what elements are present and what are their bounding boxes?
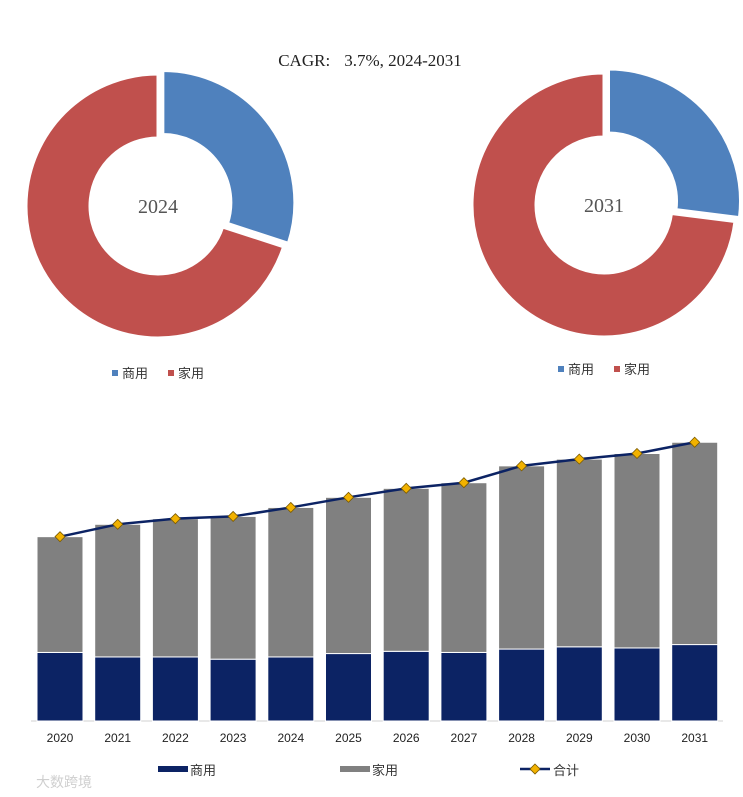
- bar-household-2023: [209, 515, 257, 660]
- legend-swatch-commercial: [112, 370, 118, 376]
- total-marker-2021: [112, 518, 124, 530]
- legend-swatch-household: [168, 370, 174, 376]
- x-tick-label: 2030: [624, 731, 651, 745]
- donut-slice-commercial: [161, 68, 297, 246]
- legend-label-household: 家用: [624, 362, 650, 378]
- bar-household-2031: [671, 441, 719, 646]
- legend-label-commercial: 商用: [122, 367, 148, 382]
- legend-swatch-commercial: [158, 766, 188, 772]
- total-marker-2024: [285, 501, 297, 514]
- donut-slice-commercial: [607, 67, 742, 220]
- donut-title: CAGR: 3.7%, 2024-2031: [278, 51, 462, 70]
- legend-swatch-commercial: [558, 366, 564, 372]
- donut-slice-household: [24, 72, 286, 340]
- legend-label-household: 家用: [178, 366, 204, 382]
- bar-household-2027: [440, 482, 488, 653]
- bar-commercial-2021: [94, 656, 142, 722]
- x-tick-label: 2026: [393, 731, 420, 745]
- legend-swatch-household: [340, 766, 370, 772]
- total-marker-2023: [227, 510, 239, 522]
- watermark: 大数跨境: [36, 775, 92, 791]
- bar-commercial-2025: [325, 653, 372, 722]
- bar-commercial-2024: [267, 656, 315, 722]
- donut-center-label: 2031: [584, 195, 624, 217]
- legend-label-commercial: 商用: [568, 363, 594, 378]
- legend-swatch-household: [614, 366, 620, 372]
- total-marker-2020: [54, 531, 66, 543]
- bar-commercial-2030: [613, 647, 661, 722]
- total-marker-2025: [342, 491, 355, 503]
- bar-household-2025: [325, 496, 372, 655]
- bar-household-2022: [151, 518, 199, 658]
- donut-legend: 商用 家用: [558, 362, 650, 378]
- bar-legend: 商用 家用 合计: [158, 763, 579, 779]
- legend-label-household: 家用: [372, 763, 398, 779]
- bar-commercial-2023: [209, 658, 257, 722]
- bar-commercial-2022: [151, 656, 199, 722]
- x-tick-label: 2023: [220, 731, 247, 745]
- bar-commercial-2026: [382, 650, 430, 722]
- x-tick-label: 2025: [335, 731, 362, 745]
- legend-marker-total: [529, 763, 541, 775]
- x-tick-label: 2022: [162, 731, 189, 745]
- x-tick-label: 2024: [277, 731, 304, 745]
- stacked-bar-chart: 2020 2021 2022 2023 2024 2025 2026 2027 2028 2029…: [31, 436, 723, 779]
- donut-center-label: 2024: [138, 196, 178, 218]
- x-tick-label: 2031: [681, 731, 708, 745]
- bar-household-2029: [555, 458, 603, 648]
- bar-household-2028: [498, 465, 546, 650]
- bar-household-2021: [94, 523, 142, 658]
- bar-commercial-2020: [36, 651, 84, 722]
- legend-label-commercial: 商用: [190, 764, 216, 779]
- bar-household-2020: [36, 536, 84, 653]
- total-marker-2026: [400, 482, 412, 494]
- x-tick-label: 2021: [104, 731, 131, 745]
- x-tick-label: 2029: [566, 731, 593, 745]
- bar-household-2030: [613, 452, 661, 649]
- bar-household-2024: [267, 506, 315, 658]
- total-marker-2031: [689, 436, 701, 448]
- bar-commercial-2029: [555, 646, 603, 722]
- donut-legend: 商用 家用: [112, 366, 204, 382]
- total-marker-2022: [169, 513, 181, 525]
- x-tick-label: 2020: [47, 731, 74, 745]
- x-tick-label: 2027: [451, 731, 478, 745]
- total-line: [59, 441, 695, 538]
- legend-label-total: 合计: [553, 764, 579, 779]
- donut-chart-2024: 2024 商用 家用: [24, 68, 297, 382]
- x-tick-label: 2028: [508, 731, 535, 745]
- bar-commercial-2031: [671, 644, 719, 722]
- donut-chart-2031: 2031 商用 家用: [470, 67, 742, 378]
- bar-commercial-2028: [498, 648, 546, 722]
- bar-commercial-2027: [440, 651, 488, 722]
- donut-slice-household: [470, 71, 737, 339]
- total-marker-2027: [458, 477, 470, 489]
- total-marker-2029: [573, 453, 585, 465]
- total-marker-2030: [631, 447, 643, 460]
- bar-household-2026: [382, 487, 430, 652]
- total-marker-2028: [516, 460, 528, 472]
